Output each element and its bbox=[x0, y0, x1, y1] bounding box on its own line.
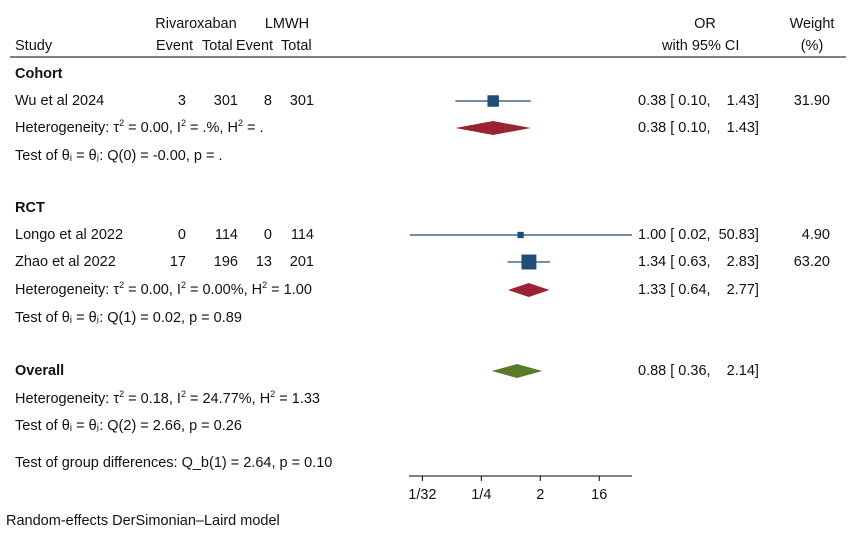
heterogeneity-rct: Heterogeneity: τ2 = 0.00, I2 = 0.00%, H2… bbox=[15, 280, 312, 299]
ci-text: 1.00 [ 0.02, 50.83] bbox=[638, 227, 759, 243]
total2-value: 114 bbox=[290, 227, 314, 243]
study-marker bbox=[487, 95, 499, 107]
overall-label: Overall bbox=[15, 363, 65, 379]
x-tick-label: 2 bbox=[536, 487, 544, 503]
study-marker bbox=[517, 231, 524, 239]
subgroup-diamond bbox=[455, 121, 531, 135]
effect-subheader: with 95% CI bbox=[662, 38, 740, 54]
study-name: Longo et al 2022 bbox=[15, 227, 124, 243]
total2-value: 301 bbox=[289, 93, 314, 109]
study-col-header: Study bbox=[15, 38, 53, 54]
event2-value: 13 bbox=[255, 254, 272, 270]
homogeneity-test-overall: Test of θᵢ = θⱼ: Q(2) = 2.66, p = 0.26 bbox=[15, 418, 242, 434]
study-marker bbox=[521, 254, 537, 270]
homogeneity-test-rct: Test of θᵢ = θⱼ: Q(1) = 0.02, p = 0.89 bbox=[15, 310, 242, 326]
total2-value: 201 bbox=[289, 254, 314, 270]
event2-value: 8 bbox=[263, 93, 272, 109]
event1-value: 17 bbox=[169, 254, 186, 270]
total1-value: 114 bbox=[214, 227, 238, 243]
group2-header: LMWH bbox=[264, 16, 310, 32]
weight-header: Weight bbox=[789, 16, 835, 32]
total1-value: 196 bbox=[213, 254, 238, 270]
weight-value: 31.90 bbox=[793, 93, 830, 109]
heterogeneity-cohort: Heterogeneity: τ2 = 0.00, I2 = .%, H2 = … bbox=[15, 118, 264, 137]
homogeneity-test-cohort: Test of θᵢ = θⱼ: Q(0) = -0.00, p = . bbox=[15, 148, 223, 164]
group-label-cohort: Cohort bbox=[15, 66, 63, 82]
group1-header: Rivaroxaban bbox=[155, 16, 237, 32]
ci-text: 0.38 [ 0.10, 1.43] bbox=[638, 93, 759, 109]
total1-value: 301 bbox=[213, 93, 238, 109]
total1-col-header: Total bbox=[202, 38, 233, 54]
pooled-ci-text-cohort: 0.38 [ 0.10, 1.43] bbox=[638, 120, 759, 136]
overall-diamond bbox=[491, 364, 543, 378]
x-tick-label: 16 bbox=[591, 487, 607, 503]
weight-subheader: (%) bbox=[800, 38, 824, 54]
group-label-rct: RCT bbox=[15, 200, 45, 216]
heterogeneity-overall: Heterogeneity: τ2 = 0.18, I2 = 24.77%, H… bbox=[15, 389, 320, 408]
x-tick-label: 1/32 bbox=[408, 487, 436, 503]
event1-col-header: Event bbox=[156, 38, 194, 54]
model-footnote: Random-effects DerSimonian–Laird model bbox=[6, 513, 280, 529]
weight-value: 63.20 bbox=[793, 254, 830, 270]
event2-value: 0 bbox=[263, 227, 272, 243]
ci-text: 1.34 [ 0.63, 2.83] bbox=[638, 254, 759, 270]
group-differences-test: Test of group differences: Q_b(1) = 2.64… bbox=[15, 455, 333, 471]
effect-header: OR bbox=[694, 16, 716, 32]
study-name: Zhao et al 2022 bbox=[15, 254, 116, 270]
study-name: Wu et al 2024 bbox=[15, 93, 105, 109]
subgroup-diamond bbox=[507, 283, 550, 297]
overall-ci-text: 0.88 [ 0.36, 2.14] bbox=[638, 363, 759, 379]
event1-value: 3 bbox=[177, 93, 186, 109]
total2-col-header: Total bbox=[281, 38, 312, 54]
event1-value: 0 bbox=[177, 227, 186, 243]
weight-value: 4.90 bbox=[801, 227, 830, 243]
event2-col-header: Event bbox=[236, 38, 274, 54]
x-tick-label: 1/4 bbox=[471, 487, 491, 503]
pooled-ci-text-rct: 1.33 [ 0.64, 2.77] bbox=[638, 282, 759, 298]
